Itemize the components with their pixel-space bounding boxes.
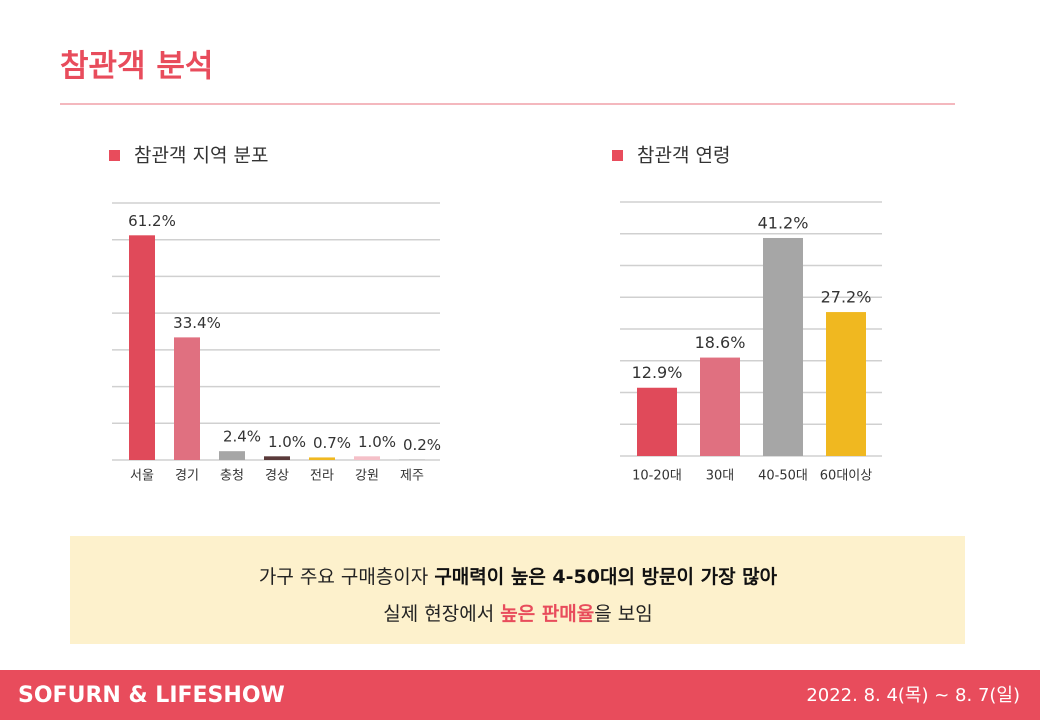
x-tick-label: 30대 bbox=[706, 469, 735, 484]
callout-emph: 구매력이 높은 4-50대의 방문이 가장 많아 bbox=[434, 566, 777, 588]
x-tick-label: 서울 bbox=[130, 469, 154, 484]
value-label: 0.7% bbox=[313, 434, 351, 452]
value-label: 41.2% bbox=[758, 213, 809, 232]
bar bbox=[700, 357, 740, 456]
bar bbox=[309, 457, 335, 460]
value-label: 2.4% bbox=[223, 428, 261, 446]
value-label: 18.6% bbox=[695, 333, 746, 352]
x-tick-label: 경상 bbox=[265, 469, 289, 484]
value-label: 1.0% bbox=[358, 433, 396, 451]
x-tick-label: 충청 bbox=[220, 469, 244, 484]
x-tick-label: 60대이상 bbox=[820, 469, 872, 484]
value-label: 12.9% bbox=[632, 363, 683, 382]
callout-line: 실제 현장에서 높은 판매율을 보임 bbox=[383, 603, 652, 625]
x-tick-label: 제주 bbox=[400, 469, 424, 484]
x-tick-label: 경기 bbox=[175, 469, 199, 484]
bar bbox=[129, 235, 155, 460]
page-title: 참관객 분석 bbox=[60, 49, 213, 85]
value-label: 27.2% bbox=[821, 288, 872, 307]
bullet bbox=[612, 150, 623, 161]
value-label: 1.0% bbox=[268, 433, 306, 451]
chart-title: 참관객 지역 분포 bbox=[134, 145, 268, 167]
bar bbox=[354, 456, 380, 460]
callout-line: 가구 주요 구매층이자 구매력이 높은 4-50대의 방문이 가장 많아 bbox=[259, 566, 778, 588]
bar bbox=[174, 337, 200, 460]
x-tick-label: 40-50대 bbox=[758, 469, 808, 484]
value-label: 0.2% bbox=[403, 436, 441, 454]
bar bbox=[264, 456, 290, 460]
callout-text: 실제 현장에서 bbox=[383, 603, 500, 625]
bar bbox=[637, 387, 677, 456]
bar bbox=[399, 459, 425, 460]
footer-brand: SOFURN & LIFESHOW bbox=[18, 683, 285, 708]
x-tick-label: 10-20대 bbox=[632, 469, 682, 484]
value-label: 33.4% bbox=[173, 314, 221, 332]
callout-text: 가구 주요 구매층이자 bbox=[259, 566, 434, 588]
bullet bbox=[109, 150, 120, 161]
footer-date: 2022. 8. 4(목) ~ 8. 7(일) bbox=[806, 685, 1020, 706]
footer-bar bbox=[0, 670, 1040, 720]
chart-title: 참관객 연령 bbox=[637, 145, 730, 167]
callout-box bbox=[70, 536, 965, 644]
x-tick-label: 전라 bbox=[310, 469, 334, 484]
bar bbox=[219, 451, 245, 460]
x-tick-label: 강원 bbox=[355, 469, 379, 484]
callout-text: 을 보임 bbox=[594, 603, 652, 625]
callout-emph: 높은 판매율 bbox=[500, 603, 594, 625]
value-label: 61.2% bbox=[128, 212, 176, 230]
bar bbox=[763, 237, 803, 456]
bar bbox=[826, 312, 866, 456]
